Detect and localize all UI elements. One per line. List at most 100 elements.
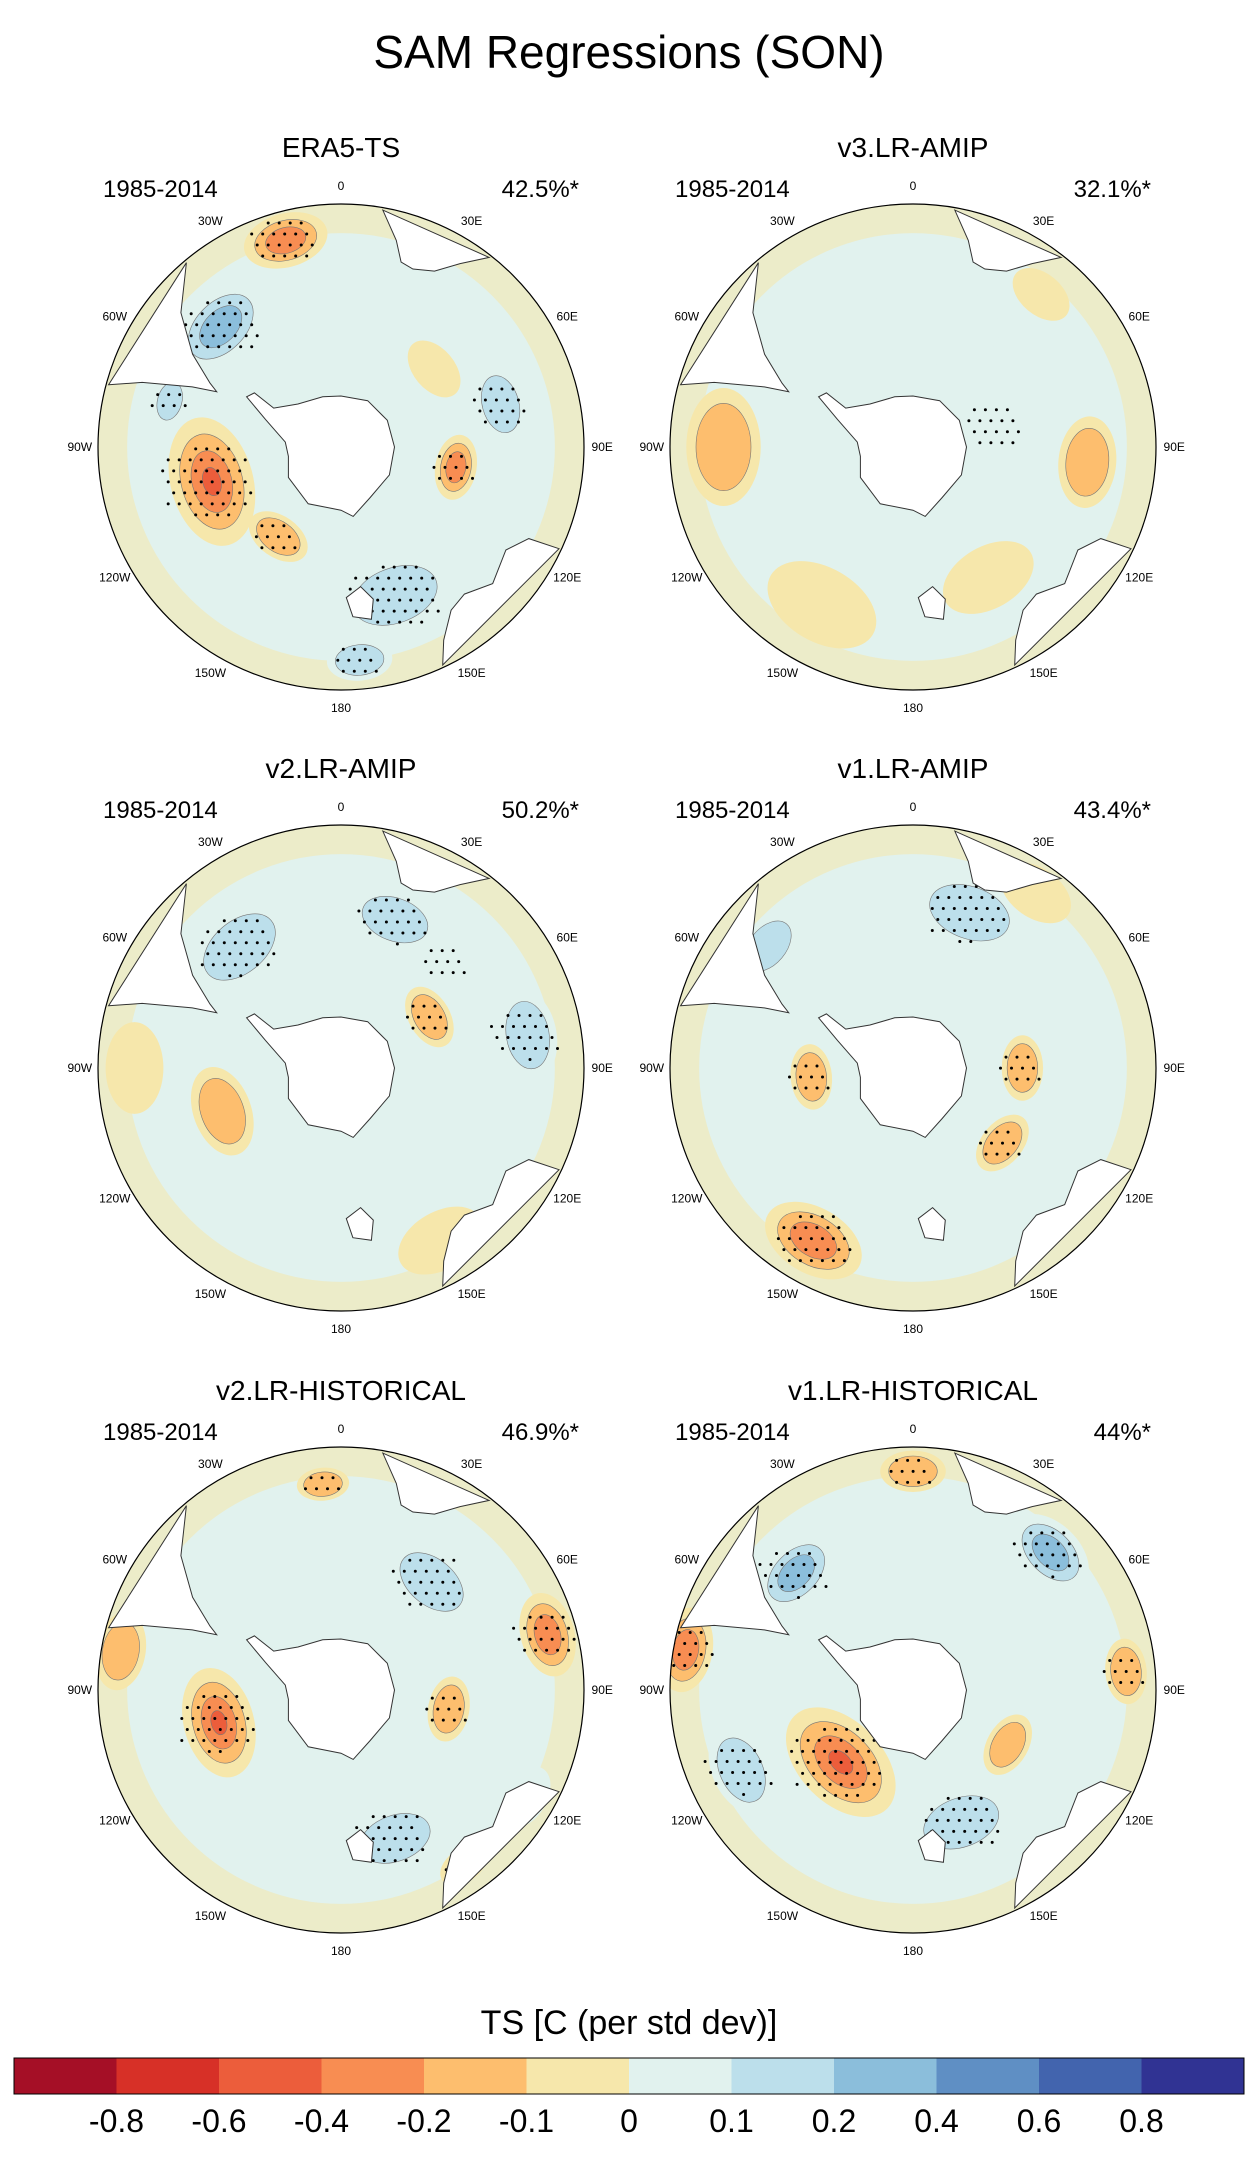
significance-dot [1021,1066,1024,1070]
significance-dot [1040,1531,1044,1535]
map-field [98,825,584,1311]
longitude-label: 90E [592,1061,613,1075]
significance-dot [228,974,232,978]
significance-dot [288,221,292,225]
significance-dot [195,323,199,327]
significance-dot [392,587,396,591]
significance-dot [850,1782,854,1786]
significance-dot [828,1782,832,1786]
significance-dot [815,1226,819,1230]
longitude-label: 0 [910,800,917,814]
significance-dot [384,898,388,902]
significance-dot [255,243,259,247]
significance-dot [172,491,176,495]
significance-dot [786,1552,789,1555]
significance-dot [1011,419,1015,423]
panel-title: v1.LR-HISTORICAL [788,1375,1038,1406]
significance-dot [714,1760,718,1763]
significance-dot [995,1130,999,1134]
significance-dot [415,1815,419,1819]
significance-dot [202,1739,206,1742]
significance-dot [409,620,413,624]
significance-dot [194,447,198,451]
anomaly-warm-contour [695,403,752,492]
significance-dot [941,1829,945,1833]
significance-dot [1015,1055,1019,1059]
significance-dot [406,898,410,902]
significance-dot [374,669,378,673]
significance-dot [788,1075,791,1079]
significance-dot [790,1749,794,1753]
significance-dot [417,920,421,924]
significance-dot [810,1075,813,1079]
significance-dot [255,334,259,338]
significance-dot [776,1237,780,1241]
significance-dot [958,896,962,899]
significance-dot [828,1738,832,1742]
significance-dot [747,1760,751,1763]
significance-dot [1034,1542,1038,1546]
significance-dot [494,398,498,402]
longitude-label: 150W [195,1909,227,1923]
significance-dot [412,909,416,913]
colorbar-tick-label: 0.4 [914,2103,958,2139]
significance-dot [999,1066,1002,1070]
anomaly-warm-contour [198,1078,246,1145]
significance-dot [969,918,973,921]
significance-dot [806,1738,810,1742]
significance-dot [199,458,203,462]
significance-dot [185,1728,189,1731]
significance-dot [720,1771,724,1774]
colorbar-tick-label: -0.2 [396,2103,451,2139]
map-frame [97,203,585,691]
significance-dot [251,1728,255,1731]
significance-dot [826,1226,830,1230]
significance-dot [523,1025,526,1028]
significance-dot [250,345,254,349]
significance-dot [850,1738,854,1742]
land-south-america [107,262,218,393]
longitude-label: 90E [1164,1683,1185,1697]
longitude-label: 180 [903,1944,923,1958]
significance-dot [952,1807,956,1811]
significance-dot [845,1793,849,1797]
significance-dot [972,408,976,412]
significance-dot [239,345,243,349]
significance-dot [243,458,247,462]
significance-dot [222,941,226,945]
significance-dot [191,1717,195,1720]
significance-dot [550,1615,554,1619]
significance-dot [924,1818,928,1822]
significance-dot [720,1749,724,1752]
significance-dot [246,1739,250,1742]
significance-dot [441,1602,445,1606]
significance-dot [856,1727,860,1731]
significance-dot [793,1086,797,1090]
significance-dot [254,535,258,539]
significance-dot [401,909,405,913]
longitude-label: 0 [338,1422,345,1436]
significance-dot [232,480,236,484]
significance-dot [867,1749,871,1753]
significance-dot [250,952,254,956]
significance-dot [261,952,265,956]
significance-dot [167,393,171,397]
significance-dot [1034,1564,1038,1568]
significance-dot [414,587,418,591]
longitude-label: 30E [461,214,482,228]
longitude-label: 60E [557,309,578,323]
significance-dot [399,1826,403,1830]
longitude-label: 30E [1033,1457,1054,1471]
significance-dot [395,898,399,902]
significance-dot [199,502,203,506]
significance-dot [404,1815,408,1819]
significance-dot [401,931,405,935]
land-antarctica [245,392,396,518]
significance-dot [266,243,270,247]
significance-dot [177,480,181,484]
land-antarctica [817,1635,968,1761]
significance-dot [399,1848,403,1852]
significance-dot [979,1818,983,1822]
significance-dot [439,1015,442,1019]
significance-dot [828,1760,832,1764]
